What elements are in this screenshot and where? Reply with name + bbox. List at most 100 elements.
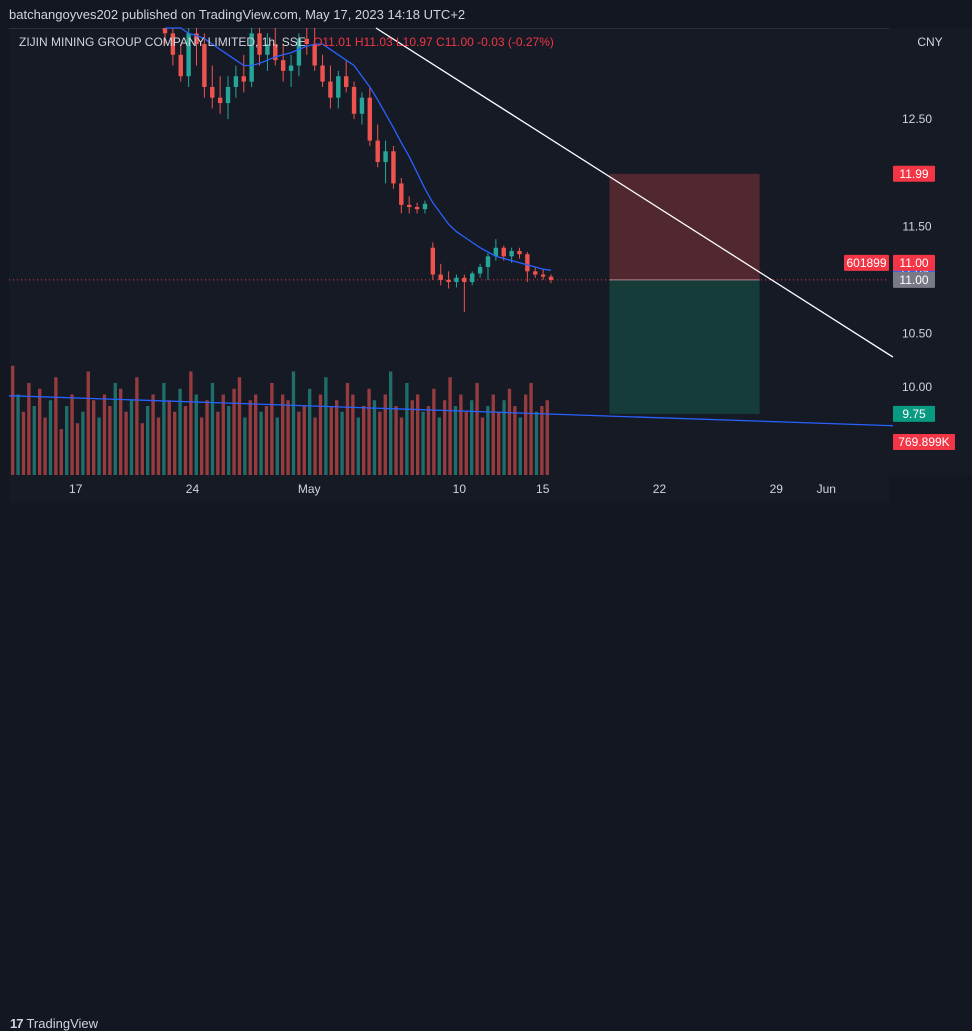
volume-bar [97, 417, 101, 475]
candle-body [273, 44, 278, 61]
volume-bar [486, 406, 490, 475]
volume-bar [54, 377, 58, 475]
candle-body [517, 250, 522, 255]
volume-bar [70, 394, 74, 475]
candle-body [343, 76, 349, 87]
candle-body [399, 183, 404, 205]
volume-bar [59, 429, 63, 475]
volume-bar [16, 394, 20, 475]
resistance-trendline [375, 27, 894, 358]
footer-bar: 17 TradingView [0, 503, 972, 1031]
volume-bar [329, 406, 333, 475]
volume-bar [178, 388, 182, 475]
moving-average-line [165, 27, 552, 271]
price-label-11.00: 11.00 [893, 254, 935, 271]
volume-bar [286, 400, 290, 475]
candle-body [194, 33, 199, 45]
candle-body [367, 97, 373, 141]
currency-label: CNY [917, 35, 942, 49]
volume-bar [113, 383, 117, 475]
volume-bar [200, 417, 204, 475]
chart-svg[interactable]: CNY12.5011.5010.5010.009.5011.9911.0911.… [0, 0, 972, 538]
volume-bar [151, 394, 155, 475]
x-tick-label: 10 [453, 482, 467, 496]
volume-bar [389, 371, 393, 475]
volume-bar [264, 406, 269, 475]
candle-body [170, 33, 176, 55]
volume-bar [65, 406, 69, 475]
candle-body [249, 33, 254, 82]
candle-body [312, 44, 317, 66]
candle-body [241, 76, 246, 82]
volume-bar [81, 411, 85, 475]
price-label-text: 769.899K [898, 435, 949, 449]
volume-bar [243, 417, 247, 475]
volume-bar [86, 371, 90, 475]
volume-bar [367, 388, 371, 475]
candle-body [320, 65, 325, 82]
volume-bar [324, 377, 328, 475]
legend-symbol: ZIJIN MINING GROUP COMPANY LIMITED, 1h, … [19, 35, 306, 49]
volume-bar [421, 411, 425, 475]
volume-bar [318, 394, 323, 475]
volume-bar [345, 383, 350, 475]
support-trendline [8, 395, 894, 427]
y-tick-label: 10.00 [902, 380, 932, 394]
tradingview-logo[interactable]: 17 TradingView [10, 1016, 98, 1031]
volume-bar [216, 411, 220, 475]
volume-bar [92, 400, 96, 475]
candle-body [375, 140, 380, 162]
price-label-11.99: 11.99 [893, 165, 935, 182]
candle-body [328, 81, 333, 98]
candle-body [257, 33, 262, 55]
x-tick-label: 22 [653, 482, 667, 496]
candle-body [265, 44, 270, 55]
volume-bar [507, 388, 512, 475]
volume-bar [399, 417, 404, 475]
candle-body [162, 28, 168, 34]
volume-bar [248, 400, 252, 475]
target-zone [609, 279, 760, 414]
volume-bar [513, 406, 517, 475]
candle-body [178, 54, 183, 77]
publisher-bar: batchangoyves202 published on TradingVie… [0, 0, 972, 28]
candle-body [438, 274, 443, 280]
volume-bar [405, 383, 409, 475]
volume-bar [102, 394, 107, 475]
volume-bar [221, 394, 225, 475]
candle-body [548, 276, 554, 280]
candle-body [493, 247, 499, 257]
price-label-bg [893, 405, 935, 422]
volume-bar [497, 411, 501, 475]
volume-bar [502, 400, 506, 475]
volume-bar [173, 411, 177, 475]
y-tick-label: 12.50 [902, 112, 932, 126]
candle-body [210, 86, 215, 98]
candle-body [296, 38, 302, 66]
volume-bar [27, 383, 31, 475]
volume-bar [281, 394, 285, 475]
volume-bar [146, 406, 150, 475]
candle-body [233, 76, 239, 87]
price-axis[interactable] [889, 28, 972, 475]
volume-bar [464, 411, 468, 475]
legend-ohlc: O11.01 H11.03 L10.97 C11.00 -0.03 (-0.27… [313, 35, 554, 49]
stop-zone [609, 173, 760, 280]
volume-bar [480, 417, 485, 475]
candle-body [422, 203, 428, 210]
volume-bar [394, 406, 398, 475]
volume-bar [545, 400, 549, 475]
candle-body [186, 33, 191, 77]
candle-body [430, 247, 436, 275]
volume-bar [210, 383, 215, 475]
volume-bar [189, 371, 193, 475]
volume-bar [534, 411, 539, 475]
volume-bar [351, 394, 355, 475]
x-tick-label: 29 [770, 482, 784, 496]
volume-bar [448, 377, 452, 475]
volume-bar [437, 417, 441, 475]
time-axis[interactable] [9, 475, 889, 503]
price-label-bg [893, 434, 955, 450]
volume-bar [362, 406, 366, 475]
candle-body [359, 97, 365, 114]
